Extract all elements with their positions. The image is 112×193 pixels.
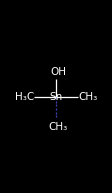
Text: Sn: Sn: [49, 92, 63, 102]
Text: CH₃: CH₃: [48, 122, 68, 132]
Text: OH: OH: [50, 67, 66, 77]
Text: CH₃: CH₃: [78, 92, 97, 102]
Text: H₃C: H₃C: [15, 92, 34, 102]
